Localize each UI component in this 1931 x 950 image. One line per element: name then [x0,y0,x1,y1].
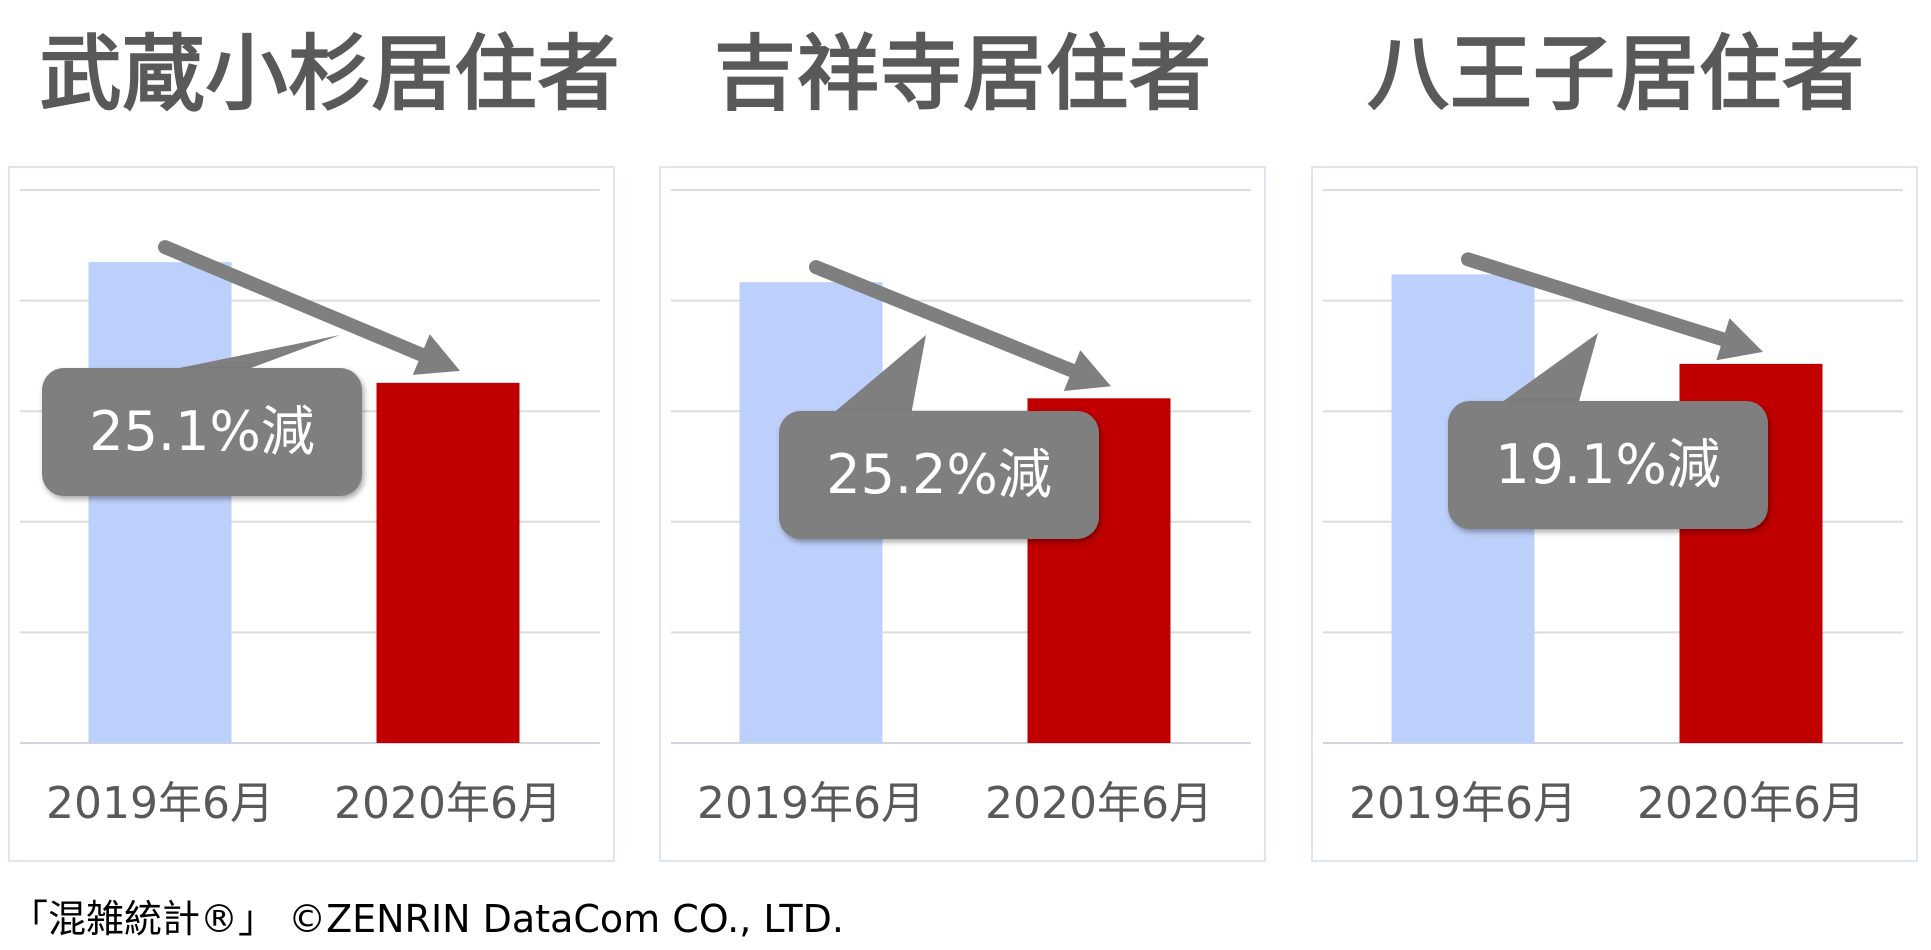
source-credit: 「混雑統計®」 ©ZENRIN DataCom CO., LTD. [10,897,844,941]
chart-title-kichijoji: 吉祥寺居住者 [713,27,1212,122]
x-tick-label: 2020年6月 [334,778,562,829]
chart-panel-musashikosugi: 2019年6月 2020年6月 25.1%減 [8,166,615,862]
arrow-head [412,334,460,375]
callout-box [42,368,362,496]
x-tick-label: 2020年6月 [1637,778,1865,829]
callout-box [779,411,1099,539]
chart-title-musashikosugi: 武蔵小杉居住者 [39,27,621,122]
decrease-label: 25.2%減 [826,443,1052,506]
x-tick-label: 2020年6月 [985,778,1213,829]
chart-panel-hachioji: 2019年6月 2020年6月 19.1%減 [1311,166,1918,862]
chart-title-hachioji: 八王子居住者 [1366,27,1865,122]
bar-2019 [88,262,232,743]
x-tick-label: 2019年6月 [697,778,925,829]
arrow-head [1063,350,1111,391]
callout-pointer [831,335,926,415]
chart-svg: 2019年6月 2020年6月 25.1%減 [20,189,600,829]
bar-2020 [376,382,520,743]
x-tick-label: 2019年6月 [1349,778,1577,829]
callout-box [1448,401,1768,529]
callout-pointer [1498,333,1598,405]
x-tick-label: 2019年6月 [46,778,274,829]
decrease-arrow [158,240,429,362]
chart-svg: 2019年6月 2020年6月 19.1%減 [1323,189,1903,829]
callout: 25.2%減 [779,335,1099,539]
decrease-label: 19.1%減 [1495,433,1721,496]
decrease-arrow [1461,252,1730,347]
arrow-head [1716,318,1763,361]
decrease-label: 25.1%減 [89,400,315,463]
decrease-arrow [809,260,1080,378]
chart-svg: 2019年6月 2020年6月 25.2%減 [671,189,1251,829]
callout: 25.1%減 [42,335,362,496]
chart-panel-kichijoji: 2019年6月 2020年6月 25.2%減 [659,166,1266,862]
callout-pointer [160,335,340,372]
callout: 19.1%減 [1448,333,1768,529]
